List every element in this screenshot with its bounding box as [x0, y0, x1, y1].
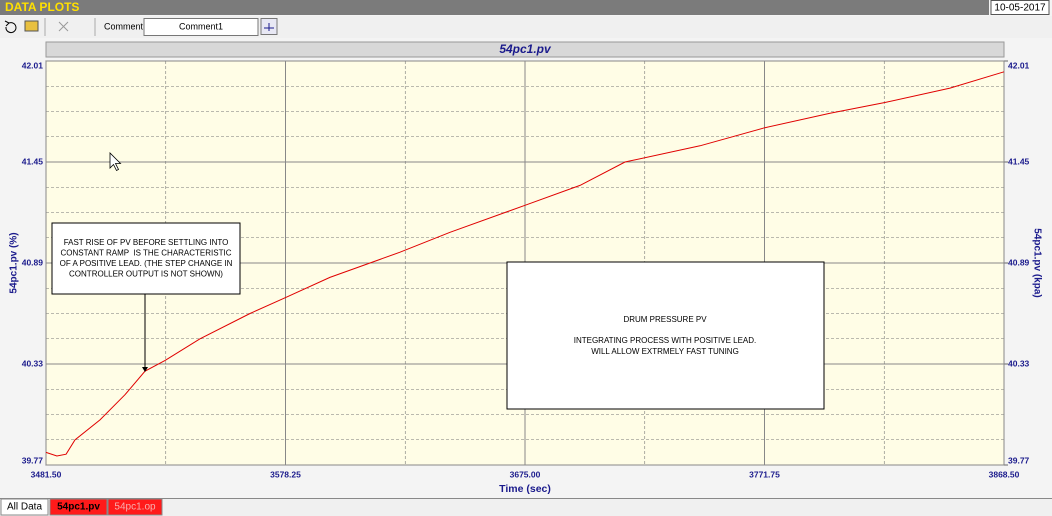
- annotation-arrowhead: [142, 367, 148, 372]
- marks: 39.77 40.33 40.89 41.45 42.01 39.77 40.33 40.89…: [22, 60, 1030, 479]
- comment-input[interactable]: [143, 18, 259, 36]
- y2-tick-label: 41.45: [1008, 156, 1030, 166]
- tab[interactable]: [107, 498, 163, 516]
- comment-value[interactable]: Comment1: [179, 21, 223, 31]
- annotation-text: DRUM PRESSURE PV: [623, 315, 707, 324]
- x-tick-label: 3868.50: [989, 469, 1020, 479]
- y2-tick-label: 40.89: [1008, 257, 1030, 267]
- delete-button[interactable]: [58, 21, 69, 32]
- annotation-box: [51, 222, 241, 295]
- tab-label[interactable]: All Data: [7, 502, 42, 513]
- tab[interactable]: [0, 498, 49, 516]
- annotation-text: WILL ALLOW EXTRMELY FAST TUNING: [591, 347, 739, 356]
- y-tick-label: 42.01: [22, 60, 44, 70]
- y-tick-label: 39.77: [22, 455, 44, 465]
- y-tick-label: 40.33: [22, 358, 44, 368]
- x-axis-label: Time (sec): [499, 483, 551, 495]
- date: 10-05-2017: [994, 3, 1046, 14]
- y2-tick-label: 39.77: [1008, 455, 1030, 465]
- annotation-text: OF A POSITIVE LEAD. (THE STEP CHANGE IN: [60, 259, 233, 268]
- undo-button[interactable]: [4, 20, 17, 34]
- annotation-text: FAST RISE OF PV BEFORE SETTLING INTO: [64, 238, 229, 247]
- tab-strip: [0, 498, 1052, 516]
- mouse-cursor: [109, 152, 122, 172]
- tab[interactable]: [49, 498, 108, 516]
- x-tick-label: 3675.00: [510, 469, 541, 479]
- date-box: [990, 0, 1050, 15]
- data-line: [45, 71, 1005, 457]
- open-button[interactable]: [24, 20, 39, 32]
- y2-tick-label: 42.01: [1008, 60, 1030, 70]
- y-tick-label: 40.89: [22, 257, 44, 267]
- annotation-text: CONSTANT RAMP IS THE CHARACTERISTIC: [61, 249, 232, 258]
- y-tick-label: 41.45: [22, 156, 44, 166]
- chart-title-bar: [45, 41, 1005, 58]
- y-axis-label: 54pc1.pv (%): [9, 232, 20, 293]
- y2-axis-label: 54pc1.pv (kpa): [1031, 228, 1042, 297]
- x-tick-label: 3578.25: [270, 469, 301, 479]
- x-tick-label: 3771.75: [749, 469, 780, 479]
- tab-label[interactable]: 54pc1.op: [114, 502, 156, 513]
- annotation-box: [506, 261, 825, 410]
- annotation-text: INTEGRATING PROCESS WITH POSITIVE LEAD.: [574, 336, 757, 345]
- title-bar: [0, 0, 989, 15]
- x-tick-label: 3481.50: [31, 469, 62, 479]
- window-title: DATA PLOTS: [5, 0, 79, 14]
- y2-tick-label: 40.33: [1008, 358, 1030, 368]
- comment-label: Comment: [104, 21, 144, 31]
- chart-title: 54pc1.pv: [499, 42, 552, 56]
- spell-icon: [264, 23, 274, 31]
- tab-label[interactable]: 54pc1.pv: [57, 502, 100, 513]
- annotation-text: CONTROLLER OUTPUT IS NOT SHOWN): [69, 270, 223, 279]
